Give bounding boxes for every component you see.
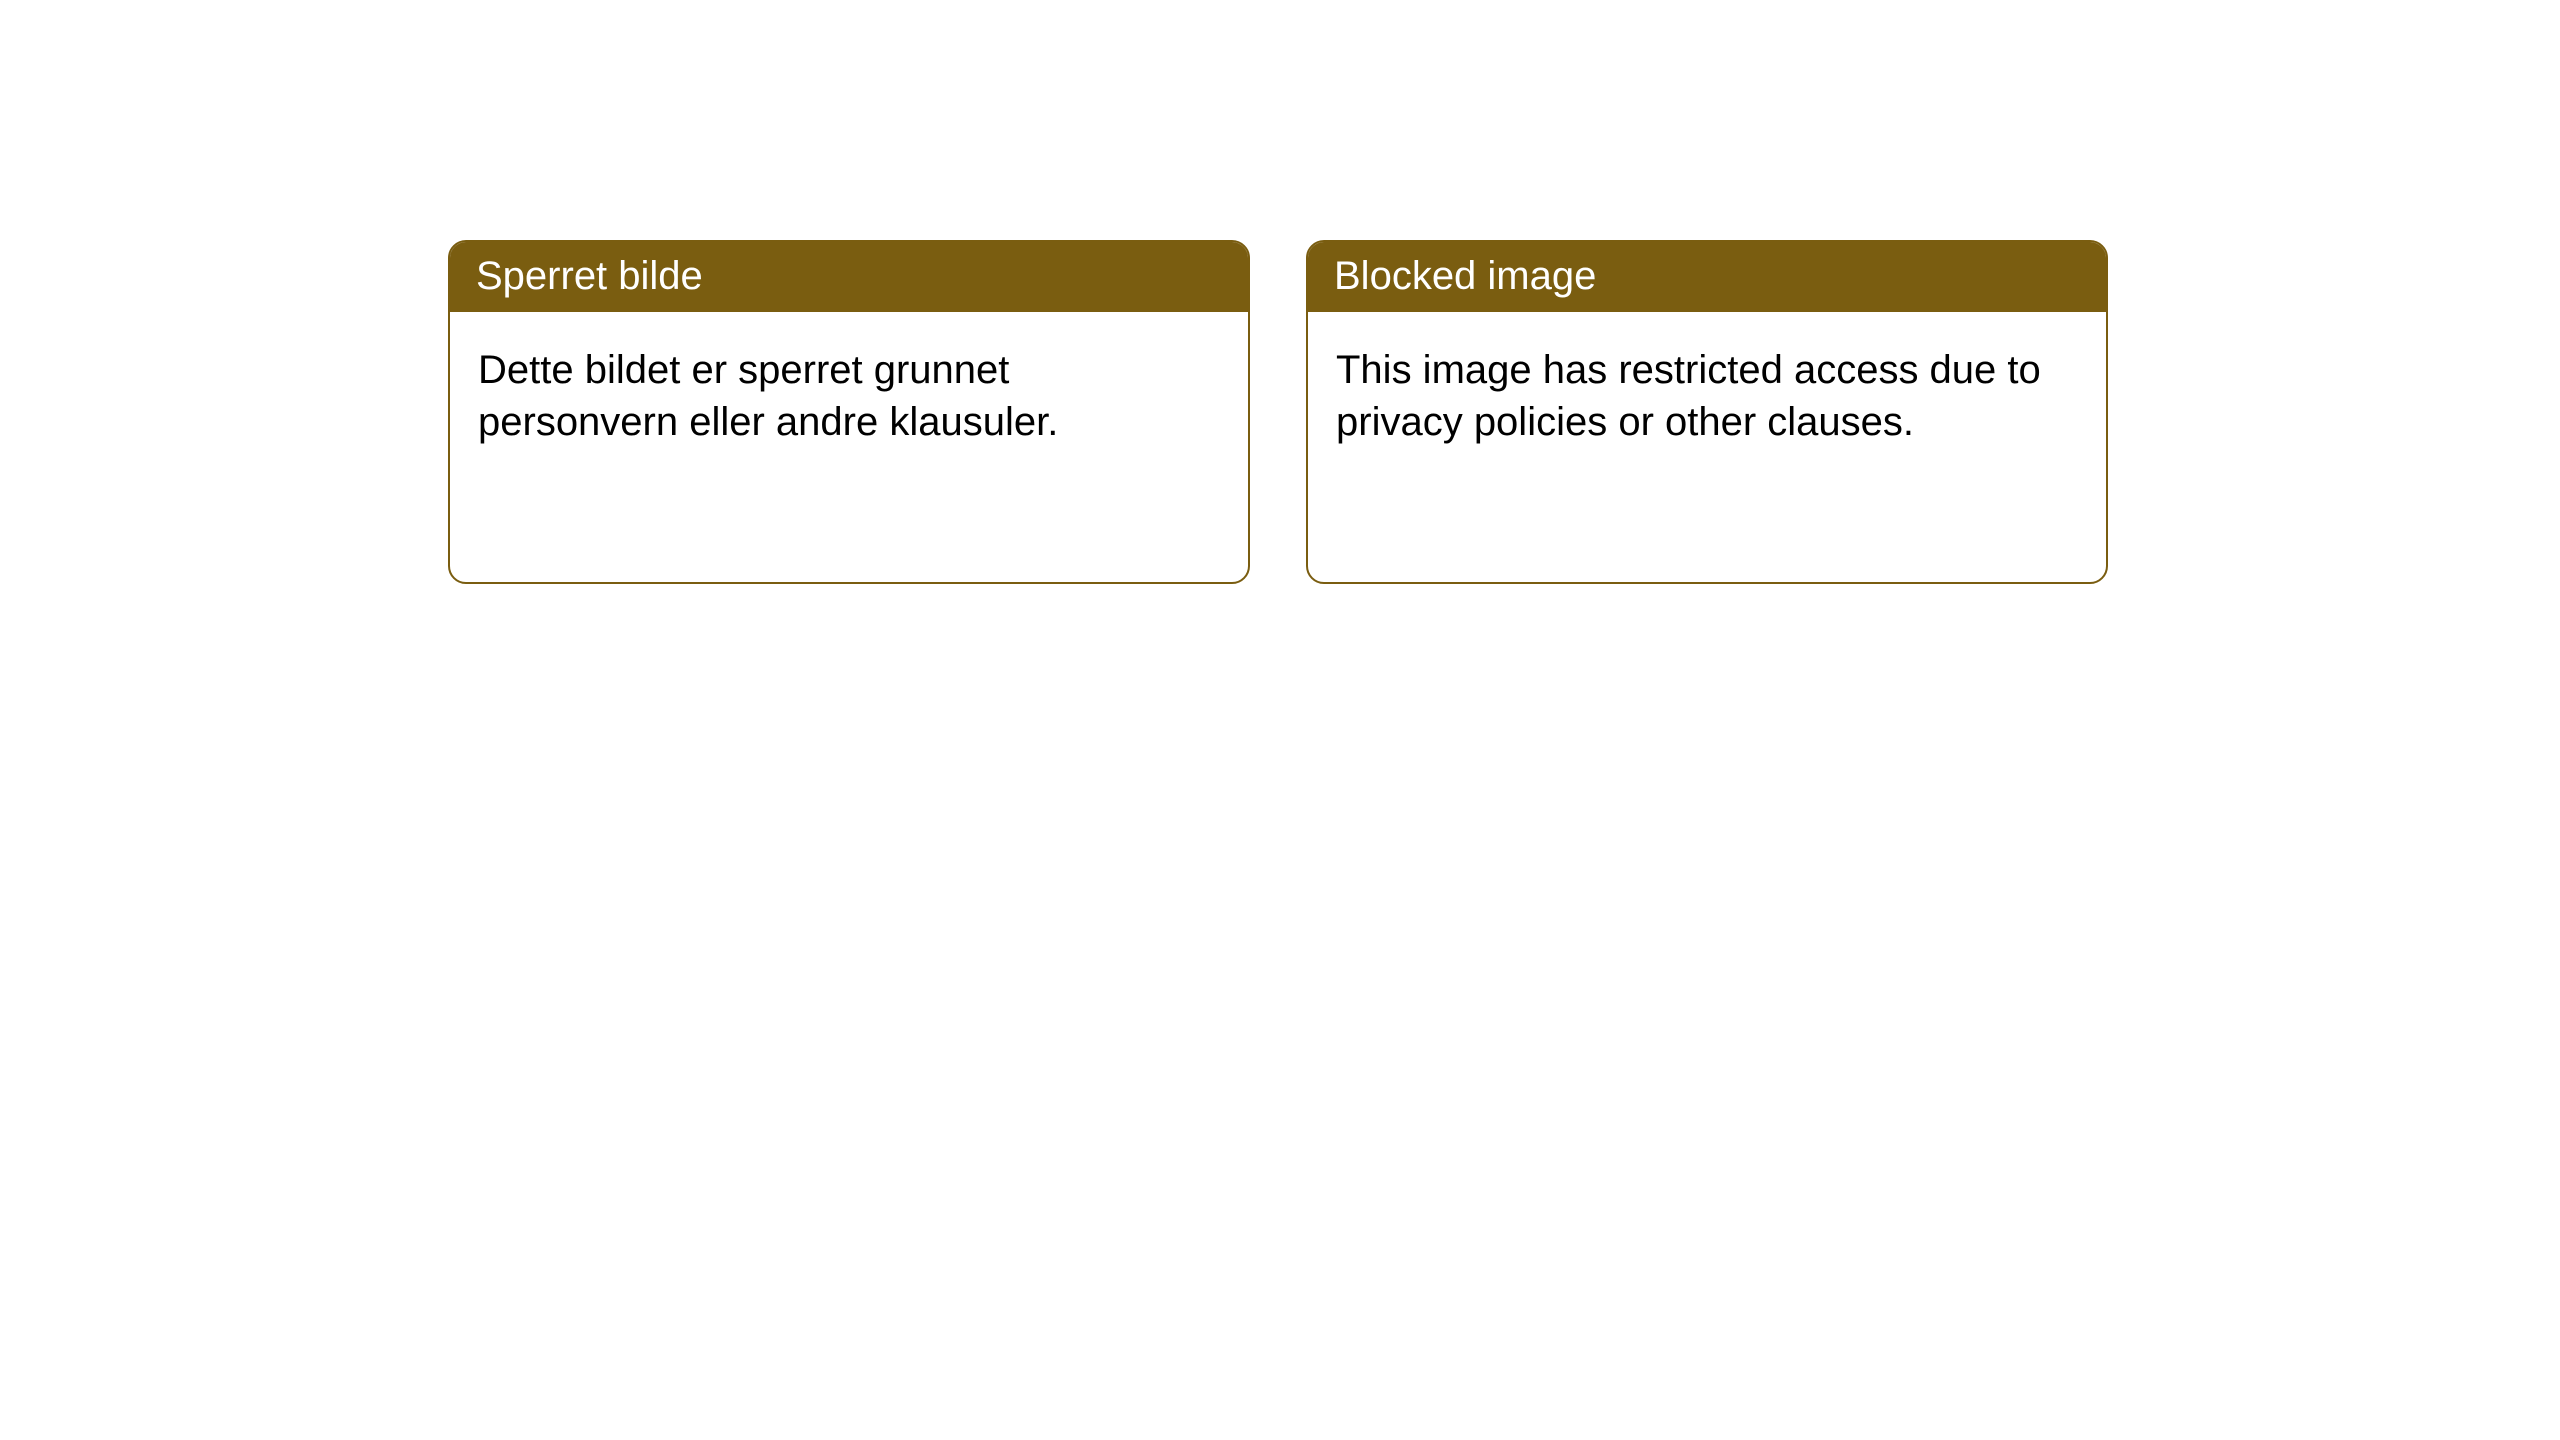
notice-body-english: This image has restricted access due to … xyxy=(1308,312,2106,582)
notice-title-english: Blocked image xyxy=(1308,242,2106,312)
notice-body-norwegian: Dette bildet er sperret grunnet personve… xyxy=(450,312,1248,582)
notice-text-english: This image has restricted access due to … xyxy=(1336,344,2078,448)
notice-box-english: Blocked image This image has restricted … xyxy=(1306,240,2108,584)
notice-box-norwegian: Sperret bilde Dette bildet er sperret gr… xyxy=(448,240,1250,584)
notices-container: Sperret bilde Dette bildet er sperret gr… xyxy=(0,0,2560,584)
notice-text-norwegian: Dette bildet er sperret grunnet personve… xyxy=(478,344,1220,448)
notice-title-norwegian: Sperret bilde xyxy=(450,242,1248,312)
